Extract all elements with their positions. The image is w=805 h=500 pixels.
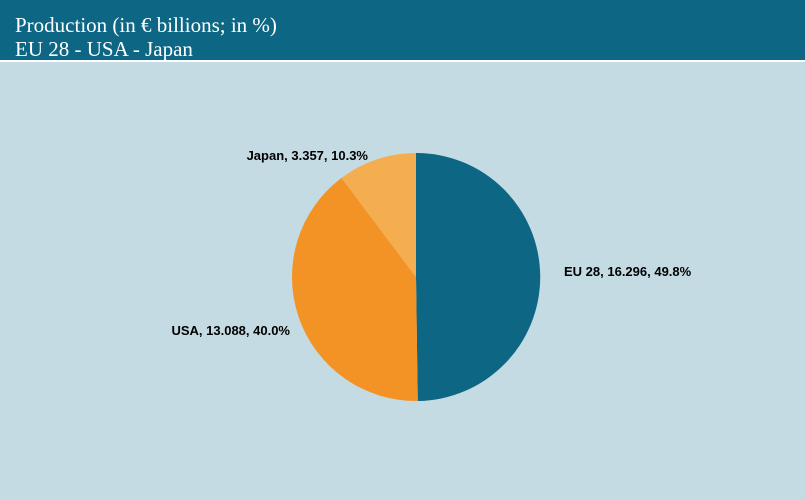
pie-slice-japan bbox=[341, 153, 416, 277]
chart-title: Production (in € billions; in %) bbox=[15, 13, 277, 37]
pie-chart: EU 28, 16.296, 49.8% USA, 13.088, 40.0% Ja… bbox=[171, 148, 692, 402]
chart-header: Production (in € billions; in %) EU 28 -… bbox=[0, 0, 805, 62]
slice-label-japan: Japan, 3.357, 10.3% bbox=[247, 148, 369, 163]
pie-slice-usa bbox=[291, 177, 418, 402]
pie-slice-eu-28 bbox=[416, 152, 541, 401]
slice-label-usa: USA, 13.088, 40.0% bbox=[171, 323, 290, 338]
pie-slices bbox=[291, 152, 541, 402]
slice-label-eu-28: EU 28, 16.296, 49.8% bbox=[564, 264, 692, 279]
slice-labels: EU 28, 16.296, 49.8% USA, 13.088, 40.0% Ja… bbox=[171, 148, 691, 338]
chart-subtitle: EU 28 - USA - Japan bbox=[15, 37, 193, 61]
